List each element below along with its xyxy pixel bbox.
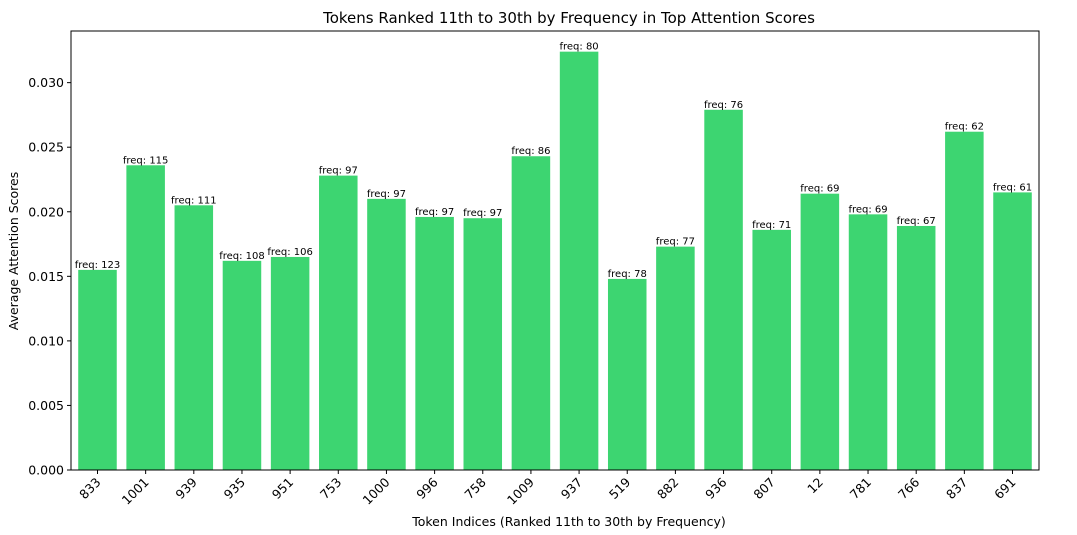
data-label-753: freq: 97 — [319, 166, 358, 177]
y-axis: 0.000 0.005 0.010 0.015 0.020 0.025 0.030 — [28, 75, 71, 478]
x-tick-label: 837 — [943, 475, 970, 502]
data-label-833: freq: 123 — [75, 260, 121, 271]
bar-12 — [800, 193, 840, 470]
y-tick-label: 0.020 — [28, 204, 64, 219]
data-label-807: freq: 71 — [752, 220, 791, 231]
plot-frame — [70, 30, 1040, 471]
y-tick-label: 0.005 — [28, 398, 64, 413]
x-tick-label: 996 — [413, 474, 441, 502]
data-label-837: freq: 62 — [945, 122, 984, 133]
bar-519 — [607, 278, 647, 470]
x-tick-label: 882 — [654, 475, 681, 502]
bars-group — [78, 51, 1032, 471]
data-label-691: freq: 61 — [993, 182, 1032, 193]
bar-833 — [78, 269, 117, 470]
data-label-12: freq: 69 — [800, 184, 839, 195]
bar-1000 — [367, 198, 406, 470]
data-label-758: freq: 97 — [463, 208, 502, 219]
bar-935 — [222, 260, 262, 470]
bar-996 — [415, 216, 454, 470]
x-tick-label: 935 — [221, 475, 248, 502]
data-label-939: freq: 111 — [171, 195, 217, 206]
bar-937 — [559, 51, 599, 471]
data-label-935: freq: 108 — [219, 251, 265, 262]
bar-1001 — [126, 165, 165, 470]
x-tick-label: 519 — [606, 474, 634, 502]
bar-882 — [656, 246, 695, 470]
x-tick-label: 937 — [558, 475, 585, 502]
y-tick-label: 0.000 — [28, 463, 64, 478]
x-tick-label: 1001 — [119, 475, 152, 508]
x-tick-label: 1009 — [504, 474, 537, 507]
data-label-937: freq: 80 — [559, 42, 598, 53]
bar-753 — [319, 175, 358, 471]
y-tick-label: 0.010 — [28, 333, 64, 348]
x-tick-label: 766 — [895, 474, 923, 502]
bar-758 — [463, 218, 503, 470]
data-label-1000: freq: 97 — [367, 189, 406, 200]
data-label-519: freq: 78 — [608, 269, 647, 280]
x-tick-label: 1000 — [359, 474, 392, 507]
x-tick-label: 833 — [76, 475, 103, 502]
bar-807 — [752, 229, 791, 470]
bar-766 — [896, 225, 936, 470]
data-label-1001: freq: 115 — [123, 155, 169, 166]
y-tick-label: 0.025 — [28, 140, 64, 155]
data-label-951: freq: 106 — [267, 247, 313, 258]
y-axis-label: Average Attention Scores — [6, 172, 21, 331]
bar-951 — [270, 256, 310, 470]
bar-691 — [993, 192, 1032, 470]
data-label-781: freq: 69 — [848, 204, 887, 215]
x-tick-label: 691 — [991, 475, 1018, 502]
x-axis-label: Token Indices (Ranked 11th to 30th by Fr… — [411, 514, 726, 529]
bar-1009 — [511, 156, 551, 470]
chart-title: Tokens Ranked 11th to 30th by Frequency … — [322, 9, 815, 27]
data-label-766: freq: 67 — [897, 216, 936, 227]
bar-781 — [848, 214, 888, 470]
data-label-882: freq: 77 — [656, 237, 695, 248]
data-label-996: freq: 97 — [415, 207, 454, 218]
x-axis: 833 1001 939 935 951 753 1000 996 758 1009 937 519 8… — [76, 470, 1019, 508]
x-tick-label: 951 — [269, 475, 296, 502]
x-tick-label: 936 — [702, 474, 730, 502]
x-tick-label: 758 — [461, 474, 489, 502]
x-tick-label: 753 — [317, 475, 344, 502]
x-tick-label: 781 — [847, 475, 874, 502]
y-tick-label: 0.015 — [28, 269, 64, 284]
x-tick-label: 807 — [750, 475, 777, 502]
x-tick-label: 939 — [172, 474, 200, 502]
bar-939 — [174, 205, 214, 470]
data-label-1009: freq: 86 — [511, 146, 550, 157]
bar-837 — [945, 131, 984, 470]
x-tick-label: 12 — [804, 475, 826, 497]
data-label-936: freq: 76 — [704, 100, 743, 111]
y-tick-label: 0.030 — [28, 75, 64, 90]
bar-936 — [704, 109, 743, 470]
